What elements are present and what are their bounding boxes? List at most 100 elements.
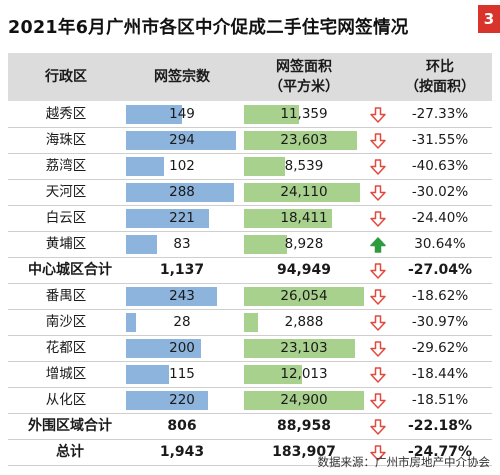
area-value: 24,110 (280, 184, 328, 200)
district-name: 黄埔区 (45, 236, 87, 252)
row-divider (8, 283, 492, 284)
table-header: 行政区 网签宗数 网签面积 （平方米） 环比 （按面积） (8, 53, 492, 101)
area-bar (244, 313, 258, 332)
arrow-up-icon (370, 237, 386, 253)
area-value: 24,900 (280, 392, 328, 408)
count-value: 243 (169, 288, 195, 304)
table-row: 天河区 288 24,110 -30.02% (8, 180, 492, 205)
header-area-line1: 网签面积 (276, 59, 332, 75)
header-change-line1: 环比 (426, 59, 454, 75)
area-bar (244, 391, 364, 410)
chart-title: 2021年6月广州市各区中介促成二手住宅网签情况 (8, 18, 409, 38)
summary-row: 中心城区合计 1,137 94,949 -27.04% (8, 258, 492, 283)
arrow-down-icon (370, 263, 386, 279)
district-name: 白云区 (45, 210, 87, 226)
table-row: 荔湾区 102 8,539 -40.63% (8, 154, 492, 179)
row-divider (8, 231, 492, 232)
area-bar (244, 235, 287, 254)
district-name: 外围区域合计 (28, 418, 112, 434)
area-value: 88,958 (276, 418, 332, 434)
district-name: 番禺区 (45, 288, 87, 304)
count-value: 115 (169, 366, 195, 382)
arrow-down-icon (370, 159, 386, 175)
count-value: 28 (173, 314, 191, 330)
count-value: 806 (167, 418, 197, 434)
table-row: 越秀区 149 11,359 -27.33% (8, 102, 492, 127)
header-count: 网签宗数 (154, 69, 210, 85)
area-value: 26,054 (280, 288, 328, 304)
change-value: -22.18% (407, 418, 473, 434)
count-bar (126, 105, 182, 124)
change-value: -30.97% (411, 314, 469, 330)
area-value: 183,907 (272, 444, 336, 460)
area-bar (244, 105, 299, 124)
change-value: -30.02% (411, 184, 469, 200)
row-divider (8, 361, 492, 362)
row-divider (8, 309, 492, 310)
data-source: 数据来源：广州市房地产中介协会 (317, 455, 491, 469)
count-bar (126, 313, 137, 332)
change-value: -31.55% (411, 132, 469, 148)
district-name: 花都区 (45, 340, 87, 356)
count-value: 1,943 (159, 444, 205, 460)
count-value: 220 (169, 392, 195, 408)
row-divider (8, 387, 492, 388)
row-divider (8, 127, 492, 128)
count-bar (126, 287, 217, 306)
arrow-down-icon (370, 107, 386, 123)
district-name: 从化区 (45, 392, 87, 408)
count-value: 102 (169, 158, 195, 174)
area-bar (244, 209, 333, 228)
summary-row: 总计 1,943 183,907 -24.77% (8, 440, 492, 465)
area-value: 11,359 (280, 106, 328, 122)
area-value: 2,888 (284, 314, 324, 330)
arrow-down-icon (370, 133, 386, 149)
area-value: 94,949 (276, 262, 332, 278)
header-district: 行政区 (45, 69, 87, 85)
district-name: 海珠区 (45, 132, 87, 148)
arrow-down-icon (370, 185, 386, 201)
change-value: -29.62% (411, 340, 469, 356)
table-row: 番禺区 243 26,054 -18.62% (8, 284, 492, 309)
district-name: 中心城区合计 (28, 262, 112, 278)
count-bar (126, 131, 236, 150)
area-value: 12,013 (280, 366, 328, 382)
change-value: -27.33% (411, 106, 469, 122)
table-row: 增城区 115 12,013 -18.44% (8, 362, 492, 387)
area-value: 23,103 (280, 340, 328, 356)
summary-row: 外围区域合计 806 88,958 -22.18% (8, 414, 492, 439)
change-value: -24.77% (407, 444, 473, 460)
header-area-line2: （平方米） (269, 79, 339, 95)
area-bar (244, 339, 355, 358)
count-value: 1,137 (159, 262, 205, 278)
row-divider (8, 439, 492, 440)
area-bar (244, 287, 364, 306)
arrow-down-icon (370, 419, 386, 435)
count-bar (126, 183, 234, 202)
page-number-badge: 3 (478, 5, 500, 33)
district-name: 增城区 (45, 366, 87, 382)
header-change-line2: （按面积） (405, 79, 475, 95)
area-value: 8,539 (284, 158, 324, 174)
count-value: 221 (169, 210, 195, 226)
count-value: 294 (169, 132, 195, 148)
count-bar (126, 209, 209, 228)
table-row: 白云区 221 18,411 -24.40% (8, 206, 492, 231)
arrow-down-icon (370, 315, 386, 331)
count-value: 149 (169, 106, 195, 122)
table-row: 南沙区 28 2,888 -30.97% (8, 310, 492, 335)
district-name: 天河区 (45, 184, 87, 200)
count-value: 83 (173, 236, 191, 252)
table-row: 黄埔区 83 8,928 30.64% (8, 232, 492, 257)
change-value: -18.44% (411, 366, 469, 382)
table-row: 花都区 200 23,103 -29.62% (8, 336, 492, 361)
change-value: -40.63% (411, 158, 469, 174)
table-row: 从化区 220 24,900 -18.51% (8, 388, 492, 413)
area-bar (244, 183, 360, 202)
count-bar (126, 391, 209, 410)
arrow-down-icon (370, 289, 386, 305)
count-bar (126, 157, 165, 176)
row-divider (8, 335, 492, 336)
change-value: -24.40% (411, 210, 469, 226)
row-divider (8, 205, 492, 206)
